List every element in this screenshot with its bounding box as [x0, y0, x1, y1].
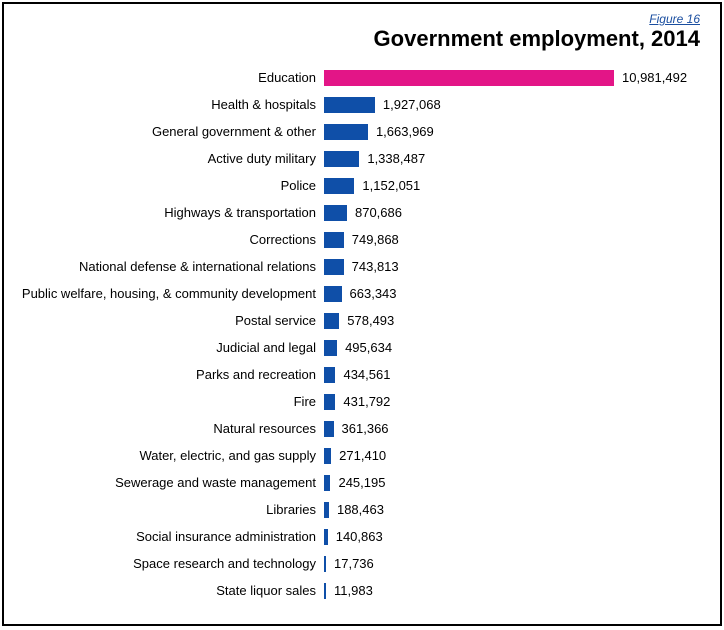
- category-label: Health & hospitals: [14, 97, 324, 112]
- bar-row: Water, electric, and gas supply 271,410: [14, 442, 702, 469]
- bar-row: Space research and technology17,736: [14, 550, 702, 577]
- bar-area: 1,927,068: [324, 91, 702, 118]
- category-label: Active duty military: [14, 151, 324, 166]
- bar: [324, 367, 335, 383]
- category-label: National defense & international relatio…: [14, 259, 324, 274]
- chart-title: Government employment, 2014: [14, 26, 702, 52]
- bar-row: Highways & transportation 870,686: [14, 199, 702, 226]
- category-label: Corrections: [14, 232, 324, 247]
- bar-area: 431,792: [324, 388, 702, 415]
- category-label: Parks and recreation: [14, 367, 324, 382]
- value-label: 663,343: [342, 286, 397, 301]
- bar-area: 11,983: [324, 577, 702, 604]
- value-label: 1,927,068: [375, 97, 441, 112]
- bar-row: Active duty military 1,338,487: [14, 145, 702, 172]
- bar-rows: Education 10,981,492 Health & hospitals 1,9…: [14, 64, 702, 604]
- bar-row: Social insurance administration 140,863: [14, 523, 702, 550]
- category-label: Social insurance administration: [14, 529, 324, 544]
- category-label: Education: [14, 70, 324, 85]
- bar-row: Health & hospitals 1,927,068: [14, 91, 702, 118]
- bar: [324, 70, 614, 86]
- bar-area: 1,152,051: [324, 172, 702, 199]
- category-label: General government & other: [14, 124, 324, 139]
- category-label: Fire: [14, 394, 324, 409]
- bar-area: 271,410: [324, 442, 702, 469]
- bar-area: 188,463: [324, 496, 702, 523]
- bar-row: Police 1,152,051: [14, 172, 702, 199]
- value-label: 245,195: [330, 475, 385, 490]
- value-label: 11,983: [326, 583, 373, 598]
- bar-area: 140,863: [324, 523, 702, 550]
- bar-area: 10,981,492: [324, 64, 702, 91]
- bar-area: 1,338,487: [324, 145, 702, 172]
- bar-area: 749,868: [324, 226, 702, 253]
- bar-area: 578,493: [324, 307, 702, 334]
- bar-area: 17,736: [324, 550, 702, 577]
- value-label: 870,686: [347, 205, 402, 220]
- bar-row: Postal service 578,493: [14, 307, 702, 334]
- bar-row: Education 10,981,492: [14, 64, 702, 91]
- bar-row: Libraries 188,463: [14, 496, 702, 523]
- bar-row: Corrections 749,868: [14, 226, 702, 253]
- category-label: Public welfare, housing, & community dev…: [14, 286, 324, 301]
- figure-link[interactable]: Figure 16: [14, 12, 702, 26]
- value-label: 749,868: [344, 232, 399, 247]
- bar-row: Fire 431,792: [14, 388, 702, 415]
- value-label: 271,410: [331, 448, 386, 463]
- bar: [324, 97, 375, 113]
- bar: [324, 205, 347, 221]
- value-label: 1,152,051: [354, 178, 420, 193]
- bar-row: Judicial and legal 495,634: [14, 334, 702, 361]
- bar: [324, 124, 368, 140]
- bar: [324, 178, 354, 194]
- bar-row: Public welfare, housing, & community dev…: [14, 280, 702, 307]
- category-label: Judicial and legal: [14, 340, 324, 355]
- bar-row: Sewerage and waste management 245,195: [14, 469, 702, 496]
- bar: [324, 151, 359, 167]
- value-label: 1,338,487: [359, 151, 425, 166]
- bar: [324, 313, 339, 329]
- value-label: 578,493: [339, 313, 394, 328]
- value-label: 17,736: [326, 556, 374, 571]
- chart-frame: Figure 16 Government employment, 2014 Ed…: [2, 2, 722, 626]
- bar: [324, 232, 344, 248]
- bar: [324, 394, 335, 410]
- bar-area: 361,366: [324, 415, 702, 442]
- category-label: Sewerage and waste management: [14, 475, 324, 490]
- bar-area: 495,634: [324, 334, 702, 361]
- value-label: 743,813: [344, 259, 399, 274]
- value-label: 188,463: [329, 502, 384, 517]
- bar-area: 743,813: [324, 253, 702, 280]
- bar-area: 245,195: [324, 469, 702, 496]
- value-label: 10,981,492: [614, 70, 687, 85]
- bar-row: General government & other 1,663,969: [14, 118, 702, 145]
- value-label: 431,792: [335, 394, 390, 409]
- value-label: 361,366: [334, 421, 389, 436]
- category-label: Space research and technology: [14, 556, 324, 571]
- category-label: Libraries: [14, 502, 324, 517]
- value-label: 495,634: [337, 340, 392, 355]
- category-label: State liquor sales: [14, 583, 324, 598]
- bar: [324, 421, 334, 437]
- bar-row: Parks and recreation 434,561: [14, 361, 702, 388]
- bar: [324, 286, 342, 302]
- value-label: 1,663,969: [368, 124, 434, 139]
- category-label: Natural resources: [14, 421, 324, 436]
- bar-area: 434,561: [324, 361, 702, 388]
- bar-area: 870,686: [324, 199, 702, 226]
- bar: [324, 259, 344, 275]
- bar-area: 663,343: [324, 280, 702, 307]
- value-label: 140,863: [328, 529, 383, 544]
- bar-row: State liquor sales11,983: [14, 577, 702, 604]
- bar: [324, 448, 331, 464]
- category-label: Police: [14, 178, 324, 193]
- category-label: Postal service: [14, 313, 324, 328]
- bar-row: National defense & international relatio…: [14, 253, 702, 280]
- bar-row: Natural resources 361,366: [14, 415, 702, 442]
- category-label: Water, electric, and gas supply: [14, 448, 324, 463]
- bar-area: 1,663,969: [324, 118, 702, 145]
- category-label: Highways & transportation: [14, 205, 324, 220]
- bar: [324, 340, 337, 356]
- value-label: 434,561: [335, 367, 390, 382]
